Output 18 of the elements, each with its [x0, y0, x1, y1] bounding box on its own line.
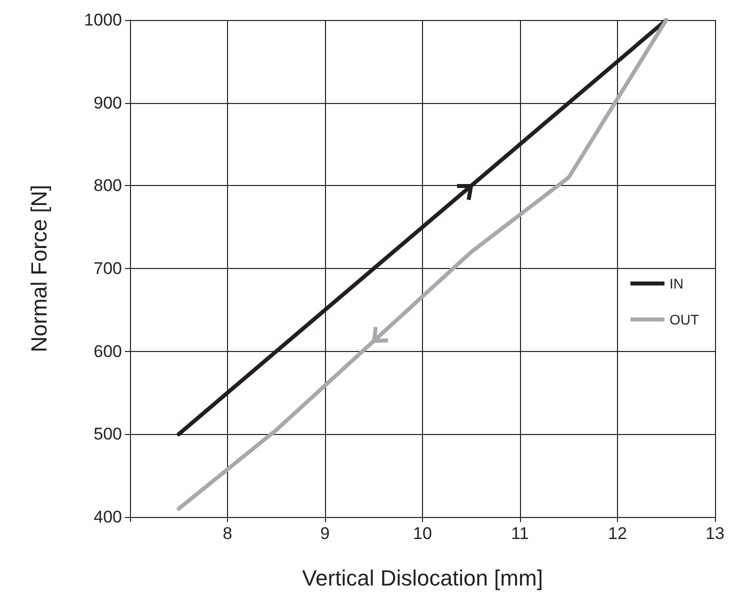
y-axis-title: Normal Force [N]	[26, 184, 52, 352]
line-series	[176, 18, 668, 511]
y-tick-label: 900	[94, 93, 122, 112]
legend-label: IN	[669, 276, 684, 292]
y-tick-label: 400	[94, 508, 122, 526]
x-tick-label: 10	[413, 524, 432, 543]
y-tick-label: 500	[94, 424, 122, 444]
legend-label: OUT	[669, 312, 700, 328]
x-tick-label: 9	[320, 524, 330, 543]
x-tick-label: 13	[706, 524, 724, 543]
y-tick-label: 800	[94, 176, 122, 196]
x-tick-label: 8	[222, 524, 232, 543]
y-tick-label: 1000	[84, 10, 122, 30]
x-axis-title: Vertical Dislocation [mm]	[302, 566, 543, 590]
x-tick-label: 11	[511, 524, 529, 543]
y-tick-label: 700	[94, 259, 122, 278]
x-tick-label: 12	[608, 524, 627, 543]
y-tick-label: 600	[94, 342, 122, 361]
